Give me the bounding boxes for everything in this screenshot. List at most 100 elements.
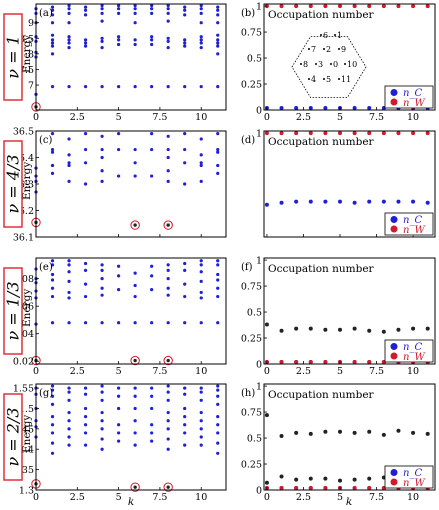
- energy-panel-0-point: [183, 8, 187, 12]
- energy-panel-0-point: [150, 35, 154, 39]
- energy-panel-3-point: [166, 384, 170, 388]
- energy-panel-0-point: [67, 38, 71, 42]
- energy-panel-2-xtick-label: 0: [33, 366, 39, 377]
- energy-panel-0-point: [117, 85, 121, 89]
- energy-panel-0-point: [83, 85, 88, 89]
- energy-panel-1-point: [83, 161, 88, 165]
- energy-panel-0-point: [67, 21, 71, 25]
- occupation-panel-0-xtick-label: 10: [407, 112, 419, 123]
- occupation-panel-3-point: [367, 476, 372, 481]
- energy-panel-1-point: [183, 161, 187, 165]
- energy-panel-3-point: [100, 398, 104, 402]
- energy-panel-2-point: [83, 261, 88, 266]
- occupation-panel-3-legend-w-label: n_W: [403, 478, 425, 489]
- energy-panel-0-point: [199, 85, 203, 89]
- energy-panel-3-point: [50, 384, 55, 388]
- nu-box-3: [3, 393, 23, 481]
- energy-panel-0-xtick-label: 10: [195, 112, 207, 123]
- energy-panel-0-point: [50, 21, 55, 25]
- energy-panel-3-point: [50, 394, 55, 398]
- occupation-panel-1-label: (d): [241, 135, 255, 146]
- inset-site-dot: [334, 34, 336, 36]
- energy-panel-0-ytick-label: 8: [28, 49, 34, 60]
- energy-panel-0-point: [166, 36, 170, 40]
- occupation-panel-0-point: [323, 4, 328, 9]
- occupation-panel-2-point: [294, 360, 299, 364]
- energy-panel-2-point: [133, 283, 137, 288]
- occupation-panel-2-point: [338, 327, 342, 332]
- energy-panel-3-point: [150, 423, 154, 427]
- energy-panel-3-point: [216, 451, 220, 455]
- energy-panel-1-point: [216, 171, 220, 175]
- occupation-panel-3-point: [352, 430, 357, 435]
- occupation-panel-1-title: Occupation number: [268, 136, 375, 148]
- energy-panel-3-ground-point: [133, 485, 137, 489]
- occupation-panel-2-xtick-label: 10: [407, 366, 419, 377]
- occupation-panel-1-point: [308, 131, 313, 136]
- occupation-panel-1-point: [279, 131, 284, 136]
- energy-panel-2-ground-point: [133, 358, 137, 363]
- occupation-panel-2-point: [279, 360, 284, 364]
- occupation-panel-3-ytick-label: 0.75: [241, 408, 262, 419]
- energy-panel-2-ground-ring: [163, 355, 173, 366]
- energy-panel-3-ylabel: Energy: [21, 415, 33, 453]
- energy-panel-3-point: [199, 427, 203, 431]
- energy-panel-0-point: [133, 11, 137, 15]
- occupation-panel-1-point: [323, 199, 328, 204]
- energy-panel-3-ytick-label: 1.4: [19, 445, 34, 456]
- occupation-panel-0-frame: [263, 3, 436, 111]
- energy-panel-2-point: [67, 296, 71, 300]
- inset-site-label: 3: [318, 60, 323, 69]
- occupation-panel-3-point: [308, 476, 313, 481]
- energy-panel-1-point: [216, 132, 220, 136]
- energy-panel-3-point: [83, 431, 88, 435]
- occupation-panel-0-title: Occupation number: [268, 9, 375, 21]
- energy-panel-3-point: [216, 402, 220, 406]
- nu-box-2: [3, 267, 23, 355]
- occupation-panel-1-point: [264, 202, 269, 207]
- inset-site-label: 7: [311, 45, 316, 54]
- energy-panel-2-point: [166, 293, 170, 297]
- energy-panel-0-point: [133, 3, 137, 8]
- energy-panel-0-point: [50, 33, 55, 37]
- energy-panel-0-point: [50, 38, 55, 42]
- energy-panel-2-point: [100, 263, 104, 267]
- energy-panel-0-point: [83, 8, 88, 12]
- energy-panel-2-point: [216, 294, 220, 299]
- occupation-panel-0-point: [352, 106, 357, 110]
- inset-site-dot: [320, 34, 322, 36]
- energy-panel-3-point: [183, 386, 187, 390]
- energy-panel-0-frame: [35, 3, 227, 111]
- occupation-panel-3-point: [323, 429, 328, 434]
- energy-panel-0-point: [216, 52, 220, 56]
- energy-panel-3-point: [133, 386, 137, 390]
- energy-panel-2-point: [133, 271, 137, 275]
- energy-panel-0-point: [67, 35, 71, 39]
- occupation-panel-1-point: [352, 200, 357, 205]
- energy-panel-3-frame: [35, 383, 227, 491]
- energy-panel-1-point: [100, 155, 104, 160]
- occupation-panel-1-legend-w-marker: [390, 225, 398, 233]
- energy-panel-1-point: [166, 169, 170, 173]
- energy-panel-2-point: [117, 321, 121, 325]
- energy-panel-3-point: [67, 390, 71, 394]
- occupation-panel-3-xtick-label: 10: [407, 492, 419, 503]
- energy-panel-0-point: [150, 38, 154, 42]
- energy-panel-1-point: [50, 171, 55, 175]
- occupation-panel-2-point: [381, 329, 386, 334]
- energy-panel-1-point: [133, 174, 137, 178]
- energy-panel-1-point: [67, 163, 71, 168]
- energy-panel-3-point: [216, 415, 220, 419]
- energy-panel-0-point: [117, 7, 121, 11]
- energy-panel-3-point: [67, 427, 71, 431]
- occupation-panel-0-point: [411, 4, 416, 9]
- energy-panel-3-point: [133, 443, 137, 447]
- occupation-panel-0-xtick-label: 0: [264, 112, 270, 123]
- energy-panel-0-point: [67, 11, 71, 15]
- energy-panel-3-xtick-label: 7.5: [152, 492, 167, 503]
- occupation-panel-3-point: [294, 486, 299, 490]
- energy-panel-2-xtick-label: 5: [116, 366, 122, 377]
- energy-panel-3-point: [216, 423, 220, 427]
- energy-panel-1-ytick-label: 36.5: [13, 127, 34, 138]
